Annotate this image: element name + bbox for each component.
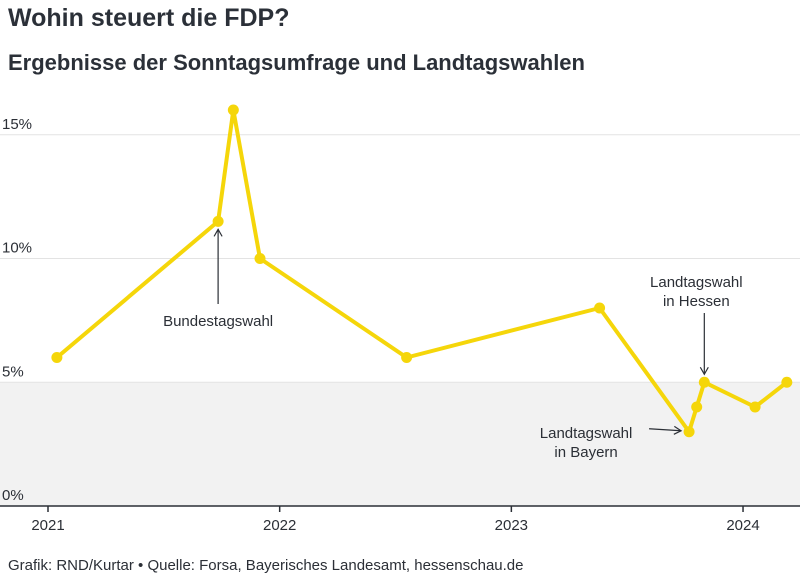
source-note: Grafik: RND/Kurtar • Quelle: Forsa, Baye…	[8, 557, 524, 574]
data-point-10	[781, 376, 793, 388]
x-tick-label-2022: 2022	[263, 517, 296, 534]
data-point-0	[51, 352, 63, 363]
chart-subtitle: Ergebnisse der Sonntagsumfrage und Landt…	[8, 50, 585, 75]
annotation-bayern-line-0: Landtagswahl	[540, 425, 633, 442]
data-point-5	[594, 302, 606, 314]
annotation-arrow-hessen-head	[699, 366, 709, 376]
annotation-arrow-bayern-head	[673, 425, 683, 435]
annotation-bayern: Landtagswahl in Bayern	[540, 425, 633, 461]
annotation-arrow-bundestagswahl-head	[213, 228, 223, 237]
x-tick-labels: 2021 2022 2023 2024	[31, 506, 760, 534]
data-point-9	[749, 401, 761, 413]
annotation-bundestagswahl: Bundestagswahl	[163, 313, 273, 330]
annotation-hessen-line-1: in Hessen	[663, 293, 730, 310]
y-tick-labels: 0% 5% 10% 15%	[2, 116, 32, 504]
data-point-1	[212, 215, 224, 227]
y-tick-label-15: 15%	[2, 116, 32, 133]
annotation-hessen-line-0: Landtagswahl	[650, 274, 743, 291]
chart-title: Wohin steuert die FDP?	[8, 4, 290, 32]
x-tick-label-2023: 2023	[495, 517, 528, 534]
threshold-shade-layer	[0, 382, 800, 506]
annotation-hessen: Landtagswahl in Hessen	[650, 274, 743, 310]
y-tick-label-5: 5%	[2, 363, 24, 380]
annotation-arrow-bundestagswahl	[213, 228, 223, 304]
annotation-arrow-bayern	[649, 425, 683, 435]
annotation-bayern-line-1: in Bayern	[554, 444, 617, 461]
y-tick-label-10: 10%	[2, 240, 32, 257]
data-point-4	[401, 352, 413, 363]
data-point-7	[691, 401, 703, 413]
below-threshold-band	[0, 382, 800, 506]
data-point-3	[254, 253, 266, 264]
annotation-arrow-hessen	[699, 313, 709, 376]
x-tick-label-2021: 2021	[31, 517, 64, 534]
series-layer	[51, 104, 793, 438]
annotation-arrow-bayern-shaft	[649, 428, 682, 432]
annotation-bundestagswahl-line-0: Bundestagswahl	[163, 313, 273, 330]
grid-layer	[0, 134, 800, 507]
y-tick-label-0: 0%	[2, 487, 24, 504]
data-point-8	[698, 376, 710, 388]
data-point-2	[227, 104, 239, 116]
data-point-6	[683, 426, 695, 438]
x-tick-label-2024: 2024	[726, 517, 759, 534]
